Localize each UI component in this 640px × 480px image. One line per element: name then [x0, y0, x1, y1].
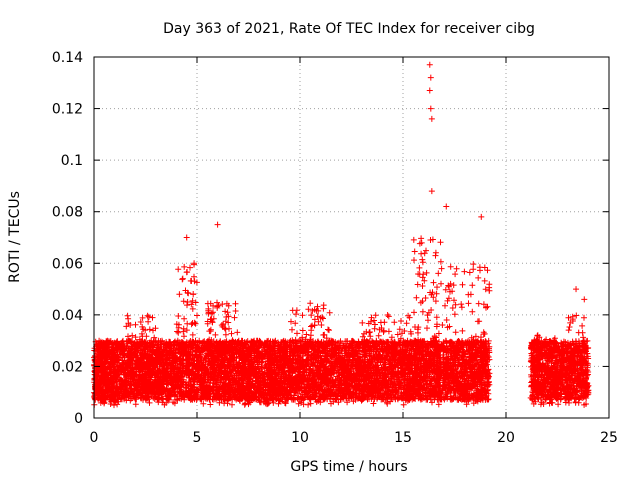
scatter-peak-point [478, 213, 485, 220]
chart-title: Day 363 of 2021, Rate Of TEC Index for r… [163, 21, 535, 37]
data-points [91, 61, 592, 409]
scatter-peak-point [426, 61, 433, 68]
scatter-peak-point [428, 188, 435, 195]
x-tick-label: 10 [291, 430, 309, 446]
scatter-peak-point [581, 296, 588, 303]
scatter-points-bulk [91, 235, 592, 409]
axis-ticks: 0 5 10 15 20 25 0 0.02 0.04 0.06 0.08 0.1 0.12 0.14 [52, 50, 618, 446]
x-tick-label: 20 [497, 430, 515, 446]
y-axis-label: ROTI / TECUs [7, 191, 23, 283]
y-tick-label: 0.02 [52, 359, 83, 375]
scatter-peak-point [214, 221, 221, 228]
scatter-peak-point [427, 74, 434, 81]
scatter-peak-point [443, 203, 450, 210]
y-tick-label: 0.08 [52, 205, 83, 221]
scatter-peak-point [573, 286, 580, 293]
y-tick-label: 0.12 [52, 102, 83, 118]
scatter-peak-point [427, 105, 434, 112]
y-tick-label: 0.04 [52, 308, 83, 324]
scatter-peak-point [426, 87, 433, 94]
x-axis-label: GPS time / hours [290, 459, 407, 475]
y-tick-label: 0.14 [52, 50, 83, 66]
x-tick-label: 0 [90, 430, 99, 446]
x-tick-label: 25 [600, 430, 618, 446]
scatter-peak-point [183, 234, 190, 241]
x-tick-label: 15 [394, 430, 412, 446]
x-tick-label: 5 [193, 430, 202, 446]
plot-frame [93, 56, 610, 419]
y-tick-label: 0.06 [52, 256, 83, 272]
scatter-peak-point [428, 115, 435, 122]
y-tick-label: 0 [74, 411, 83, 427]
y-tick-label: 0.1 [61, 153, 83, 169]
